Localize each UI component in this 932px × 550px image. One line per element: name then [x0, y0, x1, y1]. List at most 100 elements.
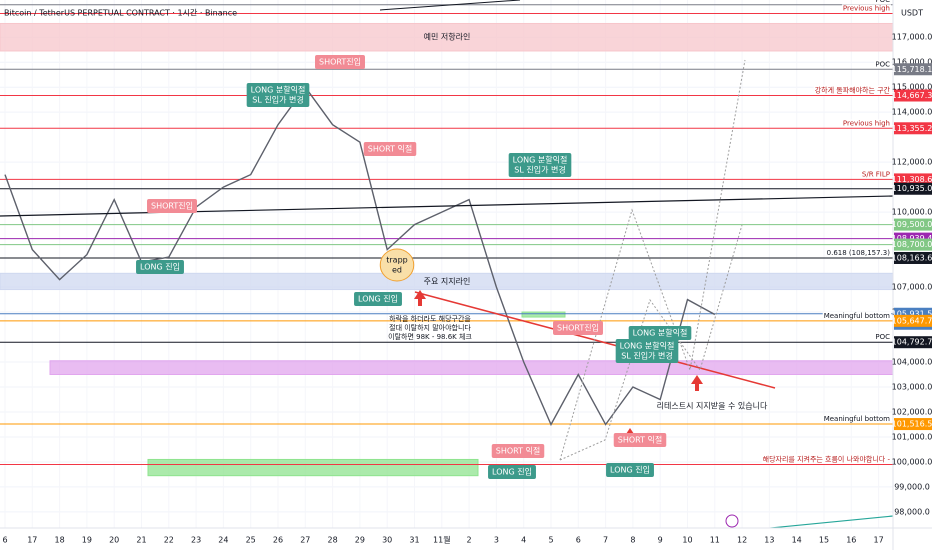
- y-tick-label: 98,000.0: [894, 507, 930, 516]
- y-tick-label: 117,000.0: [892, 33, 932, 42]
- x-tick-label: 26: [273, 536, 283, 545]
- annotation-box: [246, 83, 310, 107]
- level-text: S/R FILP: [862, 170, 890, 178]
- annotation-box: [553, 321, 603, 335]
- arrow-up: [418, 298, 422, 306]
- level-text-bg: [874, 333, 892, 342]
- x-tick-label: 9: [658, 536, 663, 545]
- price-tag-label: 104,792.7: [892, 338, 932, 347]
- level-text: POC: [875, 0, 890, 4]
- x-tick-label: 25: [246, 536, 256, 545]
- trend-line: [379, 0, 521, 11]
- level-text: Meaningful bottom: [824, 312, 890, 320]
- x-tick-label: 17: [874, 536, 884, 545]
- y-tick-label: 115,000.0: [892, 83, 932, 92]
- y-tick-label: 107,000.0: [892, 283, 932, 292]
- annotation-text: SHORT진입: [319, 57, 361, 67]
- y-tick-label: 100,000.0: [892, 457, 932, 466]
- annotation-text: LONG 진입: [610, 465, 650, 475]
- y-tick-label: 112,000.0: [892, 158, 932, 167]
- price-tag: [894, 89, 932, 102]
- x-tick-label: 11월: [433, 535, 451, 545]
- y-tick-label: 114,000.0: [892, 108, 932, 117]
- arrow-up: [691, 375, 703, 384]
- annotation-text: LONG 분할익절: [620, 341, 675, 351]
- annotation-box: [488, 465, 536, 479]
- price-tag-label: 108,700.0: [892, 240, 932, 249]
- level-text-bg: [860, 170, 891, 179]
- price-tag-label: 113,355.2: [892, 124, 932, 133]
- x-tick-label: 23: [191, 536, 201, 545]
- price-tag-label: 105,647.7: [892, 316, 932, 325]
- annotation-box: [136, 260, 184, 274]
- zone: [49, 360, 894, 376]
- annotation-text: SL 진입가 변경: [514, 165, 565, 175]
- x-tick-label: 21: [136, 536, 146, 545]
- arrow-up: [414, 290, 426, 299]
- axes: 98,000.0 99,000.0 100,000.0 101,000.0 102,00…: [2, 33, 932, 545]
- projection: [559, 59, 746, 461]
- x-tick-label: 7: [603, 536, 608, 545]
- x-tick-label: 2: [467, 536, 472, 545]
- x-tick-label: 29: [355, 536, 365, 545]
- zone: [521, 311, 566, 318]
- price-tag-label: 114,667.3: [892, 91, 932, 100]
- x-tick-label: 27: [300, 536, 310, 545]
- level-text: POC: [875, 333, 890, 341]
- level-text-bg: [874, 60, 892, 69]
- annotation-box: [147, 199, 197, 213]
- x-tick-label: 16: [846, 536, 856, 545]
- x-tick-label: 22: [164, 536, 174, 545]
- price-tag: [894, 218, 932, 231]
- x-tick-label: 31: [409, 536, 419, 545]
- arrow-up: [695, 383, 699, 391]
- annotation-text: SHORT 익절: [496, 446, 541, 456]
- annotation-box: [508, 153, 572, 177]
- price-tag: [894, 173, 932, 186]
- price-tag: [894, 182, 932, 195]
- price-tag: [894, 314, 932, 327]
- annotation-text: LONG 진입: [492, 467, 532, 477]
- plot: [4, 86, 716, 427]
- icon[interactable]: [725, 514, 739, 528]
- annotation-text: SL 진입가 변경: [252, 95, 303, 105]
- currency: USDT: [901, 9, 923, 18]
- level-text-bg: [822, 415, 892, 424]
- level-text-bg: [874, 0, 892, 4]
- annotation-box: [606, 463, 654, 477]
- y-tick-label: 103,000.0: [892, 382, 932, 391]
- y-tick-label: 110,000.0: [892, 208, 932, 217]
- annotation-text: trapp: [386, 256, 407, 265]
- x-tick-label: 12: [737, 536, 747, 545]
- x-tick-label: 5: [548, 536, 553, 545]
- level-text-bg: [813, 85, 892, 95]
- x-tick-label: 3: [494, 536, 499, 545]
- price-tag-label: 110,935.0: [892, 184, 932, 193]
- x-tick-label: 8: [630, 536, 635, 545]
- x-tick-label: 30: [382, 536, 392, 545]
- price-tag-label: 101,516.5: [892, 420, 932, 429]
- annotation-text: LONG 분할익절: [251, 85, 306, 95]
- annotation-text: SHORT 익절: [368, 144, 413, 154]
- level-text: 해당자리를 지켜주는 흐름이 나와야합니다 -: [763, 454, 891, 463]
- annotation-text: SHORT진입: [557, 323, 599, 333]
- price-tag-label: 108,163.6: [892, 253, 932, 262]
- level-text: POC: [875, 60, 890, 68]
- zone: [147, 458, 479, 477]
- x-tick-label: 4: [521, 536, 526, 545]
- price-tag: [894, 251, 932, 264]
- zone-label: 주요 지지라인: [424, 276, 471, 286]
- annotation-text: 하락을 하더라도 해당구간을: [389, 314, 471, 323]
- x-tick-label: 13: [764, 536, 774, 545]
- x-tick-label: 18: [55, 536, 65, 545]
- annotation-box: [379, 248, 415, 282]
- annotation-box: [363, 142, 417, 156]
- x-tick-label: 28: [328, 536, 338, 545]
- annotation-text: SHORT 익절: [618, 435, 663, 445]
- annotation-box: [615, 339, 679, 363]
- annotation-text: SHORT진입: [151, 201, 193, 211]
- zone: [0, 22, 894, 52]
- price-tag: [894, 418, 932, 431]
